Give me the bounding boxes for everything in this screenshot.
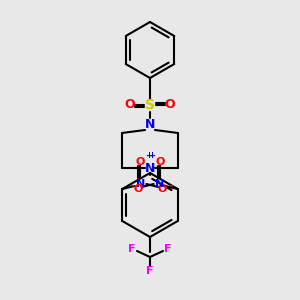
Text: N: N xyxy=(136,179,145,189)
Text: N: N xyxy=(155,179,164,189)
Text: -: - xyxy=(129,181,134,191)
Text: N: N xyxy=(145,161,155,175)
Text: +: + xyxy=(145,152,152,160)
Text: O: O xyxy=(133,184,142,194)
Text: +: + xyxy=(148,152,155,160)
Text: F: F xyxy=(164,244,172,254)
Text: O: O xyxy=(125,98,135,112)
Text: -: - xyxy=(168,181,172,191)
Text: F: F xyxy=(146,266,154,276)
Text: N: N xyxy=(145,118,155,131)
Text: O: O xyxy=(155,157,164,167)
Text: S: S xyxy=(145,98,155,112)
Text: O: O xyxy=(158,184,167,194)
Text: O: O xyxy=(165,98,175,112)
Text: O: O xyxy=(136,157,145,167)
Text: F: F xyxy=(128,244,136,254)
